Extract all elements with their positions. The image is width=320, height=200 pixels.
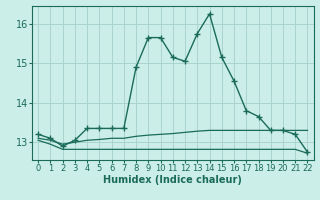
X-axis label: Humidex (Indice chaleur): Humidex (Indice chaleur) — [103, 175, 242, 185]
